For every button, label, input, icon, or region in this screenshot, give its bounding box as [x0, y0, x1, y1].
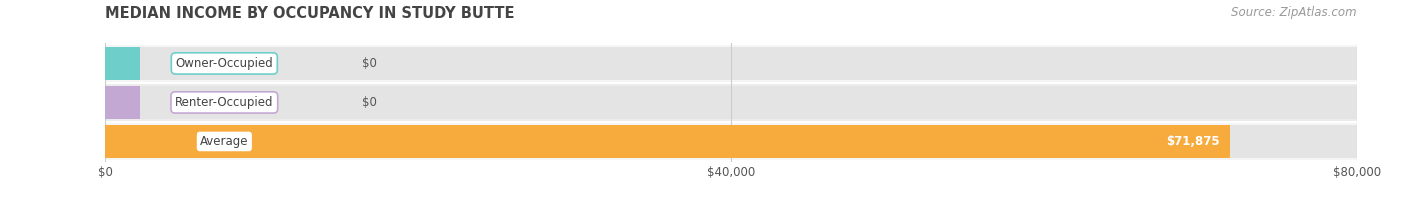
Bar: [105, 45, 1357, 82]
Bar: [105, 125, 1357, 158]
Bar: [105, 86, 1357, 119]
Bar: [105, 123, 1357, 160]
Bar: [105, 86, 141, 119]
Text: $0: $0: [361, 57, 377, 70]
Bar: [105, 125, 1230, 158]
Bar: [105, 84, 1357, 121]
Text: $71,875: $71,875: [1166, 135, 1219, 148]
Text: Renter-Occupied: Renter-Occupied: [176, 96, 274, 109]
Text: Source: ZipAtlas.com: Source: ZipAtlas.com: [1232, 6, 1357, 19]
Text: $0: $0: [361, 96, 377, 109]
Text: MEDIAN INCOME BY OCCUPANCY IN STUDY BUTTE: MEDIAN INCOME BY OCCUPANCY IN STUDY BUTT…: [105, 6, 515, 21]
Bar: [105, 47, 141, 80]
Text: Owner-Occupied: Owner-Occupied: [176, 57, 273, 70]
Bar: [105, 47, 1357, 80]
Text: Average: Average: [200, 135, 249, 148]
